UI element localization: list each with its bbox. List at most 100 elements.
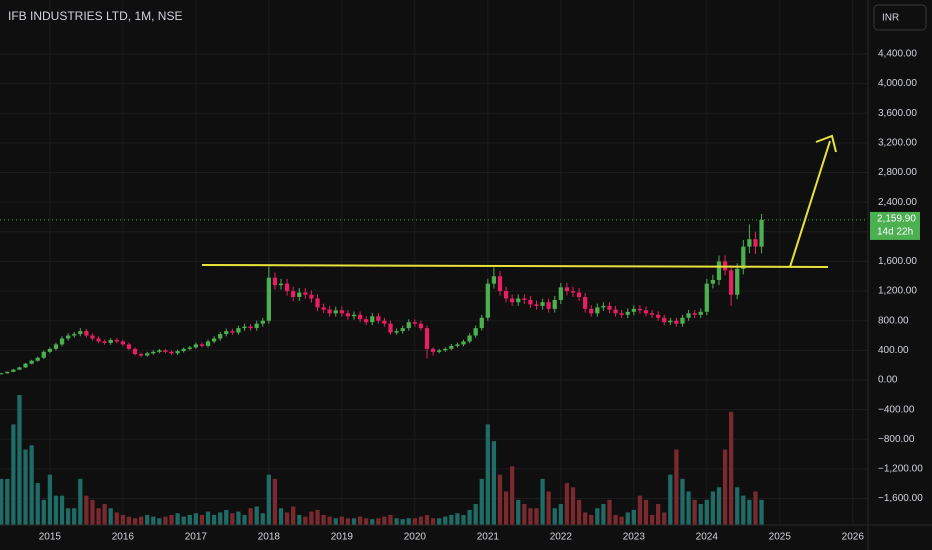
volume-bar [576, 499, 582, 525]
candle-body [467, 335, 472, 342]
volume-bar [497, 474, 503, 525]
volume-bar [455, 513, 460, 525]
candle-body [576, 292, 582, 297]
candle-body [163, 350, 168, 352]
volume-bar [595, 508, 600, 525]
candle-body [583, 296, 588, 309]
y-tick-label: 400.00 [878, 345, 909, 356]
volume-bar [102, 504, 107, 525]
candle-body [485, 283, 490, 318]
candle-body [224, 331, 229, 335]
x-tick-label: 2018 [258, 532, 281, 543]
volume-bar [662, 512, 667, 525]
arrow-shaft [789, 140, 831, 268]
volume-bar [248, 508, 253, 525]
candle-body [23, 363, 28, 368]
volume-bar [5, 478, 10, 525]
candle-body [516, 298, 521, 303]
volume-bar [491, 441, 497, 525]
candle-body [175, 351, 180, 354]
volume-bar [193, 513, 198, 525]
candle-body [181, 348, 186, 352]
y-tick-label: 1,600.00 [878, 256, 917, 267]
candle-body [625, 311, 630, 315]
volume-bar [753, 491, 758, 525]
candle-body [461, 341, 466, 345]
candle-body [735, 268, 740, 295]
volume-bar [138, 516, 144, 525]
volume-bar [686, 491, 691, 525]
volume-pane [0, 395, 764, 525]
volume-bar [272, 478, 278, 525]
volume-bar [570, 487, 576, 525]
candle-body [236, 328, 241, 333]
candle-body [297, 292, 302, 297]
y-tick-label: −1,600.00 [878, 493, 923, 504]
volume-bar [558, 504, 563, 525]
last-price-box [870, 211, 920, 240]
candle-body [321, 307, 326, 310]
candle-body [382, 320, 387, 324]
candle-body [649, 313, 655, 315]
candle-body [0, 373, 4, 375]
candle-body [345, 313, 351, 317]
candle-body [704, 283, 709, 312]
candle-body [84, 331, 89, 336]
volume-bar [254, 506, 259, 525]
last-price-label: 2,159.90 [877, 214, 916, 225]
volume-bar [710, 491, 716, 525]
candle-body [376, 316, 381, 321]
support-line [201, 264, 829, 268]
volume-bar [631, 509, 636, 525]
x-tick-label: 2020 [404, 532, 427, 543]
candle-body [668, 320, 673, 323]
volume-bar [224, 509, 229, 525]
volume-bar [461, 514, 466, 525]
candle-body [260, 320, 265, 324]
candle-body [601, 305, 606, 308]
currency-button[interactable] [873, 4, 927, 31]
candle-body [11, 369, 16, 372]
candle-body [510, 298, 515, 303]
volume-bar [449, 514, 454, 525]
volume-bar [357, 516, 363, 525]
volume-bar [613, 514, 618, 525]
candle-body [65, 335, 71, 339]
volume-bar [205, 511, 211, 525]
volume-bar [424, 514, 430, 525]
volume-bar [333, 518, 338, 525]
volume-bar [741, 495, 746, 525]
currency-label[interactable]: INR [882, 13, 899, 24]
candle-body [674, 320, 679, 324]
volume-bar [291, 506, 296, 525]
y-tick-label: 4,000.00 [878, 78, 917, 89]
volume-bar [540, 478, 545, 525]
candle-body [145, 353, 150, 356]
candle-body [716, 261, 722, 280]
volume-bar [96, 508, 101, 525]
x-tick-label: 2024 [696, 532, 719, 543]
candle-body [41, 351, 46, 358]
volume-bar [211, 514, 217, 525]
candle-body [211, 338, 217, 342]
volume-bar [230, 513, 235, 525]
candle-body [132, 348, 138, 355]
volume-bar [351, 518, 357, 525]
volume-bar [120, 514, 125, 525]
candle-body [218, 334, 223, 339]
volume-bar [406, 518, 411, 525]
candle-body [643, 310, 649, 314]
volume-bar [607, 499, 612, 525]
volume-bar [59, 495, 65, 525]
volume-bar [315, 509, 320, 525]
volume-bar [722, 449, 728, 525]
candle-body [552, 299, 557, 309]
volume-bar [90, 499, 95, 525]
candle-body [698, 311, 703, 315]
candle-body [437, 350, 442, 352]
candle-body [443, 348, 448, 351]
volume-bar [327, 516, 332, 525]
volume-bar [41, 499, 46, 525]
candle-body [5, 371, 10, 374]
volume-bar [47, 474, 53, 525]
